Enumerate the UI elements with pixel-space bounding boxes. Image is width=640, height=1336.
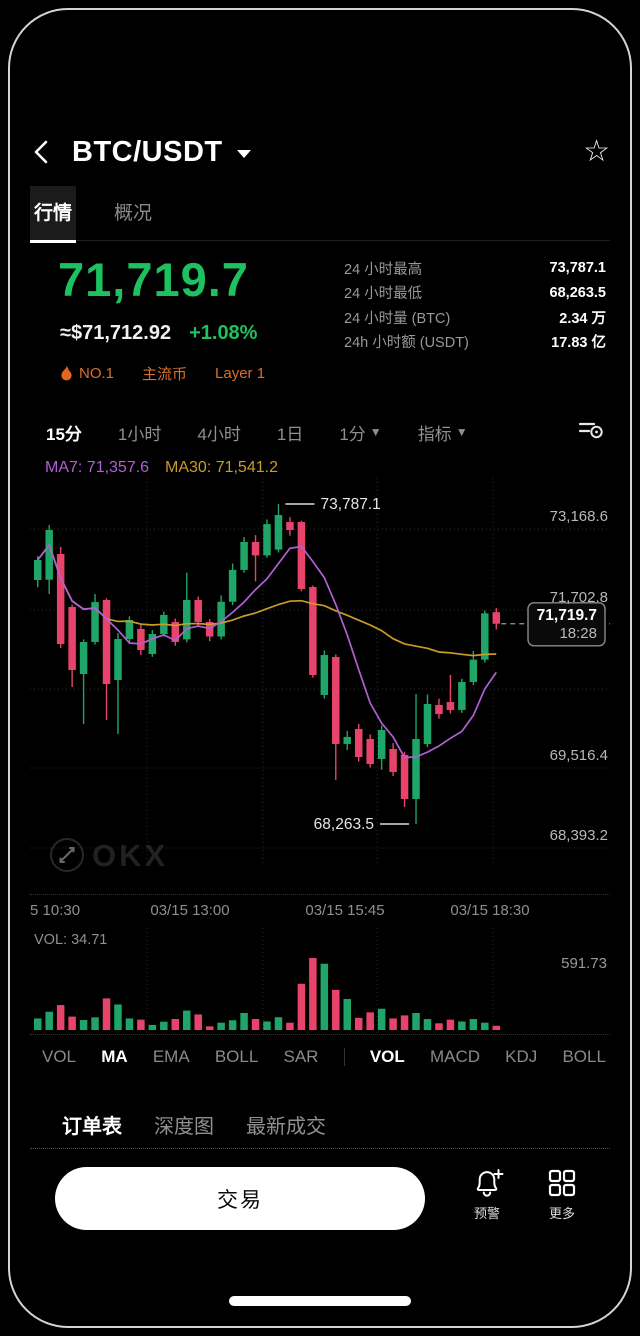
- indicator-BOLL[interactable]: BOLL: [214, 1047, 259, 1066]
- svg-text:MA30: 71,541.2: MA30: 71,541.2: [165, 459, 278, 476]
- stat-row: 24 小时最高 73,787.1: [344, 256, 606, 281]
- home-indicator[interactable]: [229, 1296, 411, 1306]
- badge-label: NO.1: [79, 365, 115, 382]
- svg-text:MA7: 71,357.6: MA7: 71,357.6: [45, 459, 149, 476]
- tab-概况[interactable]: 概况: [114, 203, 153, 224]
- svg-text:73,787.1: 73,787.1: [320, 496, 380, 513]
- indicator-MACD[interactable]: MACD: [429, 1047, 480, 1066]
- indicator-KDJ[interactable]: KDJ: [505, 1047, 538, 1066]
- flame-icon: [61, 365, 72, 380]
- fiat-price: ≈$71,712.92: [60, 322, 172, 344]
- price-alert-button[interactable]: 预警: [455, 1167, 519, 1222]
- svg-text:73,168.6: 73,168.6: [550, 508, 608, 525]
- svg-text:68,263.5: 68,263.5: [314, 816, 374, 833]
- back-chevron-icon: [34, 140, 48, 164]
- timeframe-label: 1分: [339, 424, 366, 444]
- timeframe-row: 15分 1小时 4小时 1日 1分 ▼ 指标 ▼: [46, 414, 604, 450]
- badge-NO.1: NO.1: [60, 365, 114, 382]
- stat-row: 24h 小时额 (USDT) 17.83 亿: [344, 330, 606, 355]
- order-tab-深度图[interactable]: 深度图: [154, 1115, 214, 1138]
- candlestick-chart[interactable]: OKX MA7: 71,357.6 MA30: 71,541.2 73,787.1 68…: [30, 452, 610, 892]
- stat-row: 24 小时量 (BTC) 2.34 万: [344, 305, 606, 330]
- timeframe-4小时[interactable]: 4小时: [197, 420, 240, 445]
- badge-主流币: 主流币: [142, 363, 187, 384]
- indicator-MA[interactable]: MA: [101, 1047, 128, 1066]
- price-alert-label: 预警: [473, 1206, 500, 1221]
- stat-label: 24 小时最高: [344, 261, 423, 278]
- svg-text:69,516.4: 69,516.4: [550, 747, 608, 764]
- stat-value: 68,263.5: [549, 284, 606, 301]
- tab-行情[interactable]: 行情: [30, 186, 77, 243]
- timeframe-label: 1小时: [117, 424, 162, 444]
- timeframe-label: 15分: [46, 424, 82, 444]
- timeframe-label: 4小时: [197, 424, 241, 444]
- volume-chart[interactable]: VOL: 34.71 591.73: [30, 928, 610, 1035]
- svg-text:591.73: 591.73: [561, 955, 607, 972]
- timeframe-label: 1日: [276, 424, 304, 444]
- indicator-bar: VOL MA EMA BOLL SAR VOL MACD KDJ BOLL: [42, 1040, 606, 1074]
- dropdown-caret-icon: ▼: [369, 425, 382, 439]
- trade-button[interactable]: 交易: [55, 1167, 425, 1230]
- pair-title[interactable]: BTC/USDT: [72, 135, 223, 168]
- order-tab-最新成交[interactable]: 最新成交: [246, 1115, 326, 1138]
- timeframe-1日[interactable]: 1日: [277, 420, 303, 445]
- okx-watermark: OKX: [50, 838, 168, 873]
- stat-label: 24 小时量 (BTC): [344, 310, 451, 327]
- last-price: 71,719.7: [58, 253, 249, 306]
- badge-Layer 1: Layer 1: [215, 365, 265, 382]
- header: BTC/USDT ☆: [30, 128, 610, 176]
- indicator-VOL[interactable]: VOL: [369, 1047, 405, 1066]
- section-divider: [30, 1148, 610, 1149]
- x-axis-label: 5 10:30: [30, 902, 81, 919]
- stat-value: 17.83 亿: [551, 335, 606, 352]
- chart-settings-button[interactable]: [578, 419, 604, 446]
- chart-settings-icon: [578, 422, 603, 438]
- x-axis-label: 03/15 18:30: [450, 902, 530, 919]
- change-percent: +1.08%: [189, 322, 258, 344]
- svg-text:OKX: OKX: [92, 838, 168, 873]
- stat-value: 73,787.1: [549, 260, 606, 277]
- top-tab-bar: 行情 概况: [30, 186, 610, 243]
- order-tab-订单表[interactable]: 订单表: [62, 1115, 122, 1138]
- stat-label: 24h 小时额 (USDT): [344, 335, 469, 352]
- timeframe-1小时[interactable]: 1小时: [118, 420, 161, 445]
- timeframe-指标[interactable]: 指标 ▼: [418, 420, 468, 445]
- x-axis-label: 03/15 13:00: [150, 902, 230, 919]
- favorite-star-icon[interactable]: ☆: [583, 135, 610, 168]
- stat-label: 24 小时最低: [344, 286, 423, 303]
- stat-row: 24 小时最低 68,263.5: [344, 281, 606, 306]
- x-axis: 5 10:30 03/15 13:00 03/15 15:45 03/15 18:30: [30, 894, 610, 927]
- svg-text:VOL: 34.71: VOL: 34.71: [34, 932, 107, 948]
- timeframe-label: 指标: [417, 424, 452, 444]
- badge-label: 主流币: [142, 366, 188, 383]
- timeframe-15分[interactable]: 15分: [46, 420, 82, 445]
- stat-value: 2.34 万: [559, 310, 606, 327]
- more-label: 更多: [548, 1206, 575, 1221]
- x-axis-label: 03/15 15:45: [305, 902, 385, 919]
- back-button[interactable]: [30, 137, 64, 167]
- indicator-VOL[interactable]: VOL: [42, 1047, 77, 1066]
- grid-more-icon: [548, 1169, 576, 1197]
- badge-row: NO.1 主流币 Layer 1: [60, 363, 265, 384]
- more-button[interactable]: 更多: [530, 1167, 594, 1222]
- indicator-SAR[interactable]: SAR: [283, 1047, 319, 1066]
- dropdown-caret-icon: ▼: [455, 425, 468, 439]
- orderbook-tab-bar: 订单表 深度图 最新成交: [62, 1104, 610, 1144]
- svg-text:68,393.2: 68,393.2: [550, 827, 608, 844]
- bell-plus-icon: [476, 1169, 504, 1197]
- timeframe-1分[interactable]: 1分 ▼: [339, 420, 381, 445]
- stats-block: 24 小时最高 73,787.1 24 小时最低 68,263.5 24 小时量 (BT…: [344, 256, 606, 354]
- sub-price-row: ≈$71,712.92 +1.08%: [60, 322, 257, 345]
- indicator-EMA[interactable]: EMA: [152, 1047, 190, 1066]
- pair-dropdown-caret-icon[interactable]: [236, 150, 251, 158]
- indicator-BOLL[interactable]: BOLL: [562, 1047, 606, 1066]
- svg-text:71,719.7: 71,719.7: [537, 607, 597, 624]
- badge-label: Layer 1: [215, 365, 266, 382]
- svg-text:71,702.8: 71,702.8: [550, 589, 608, 606]
- svg-text:18:28: 18:28: [559, 625, 597, 642]
- indicator-divider: [343, 1048, 345, 1066]
